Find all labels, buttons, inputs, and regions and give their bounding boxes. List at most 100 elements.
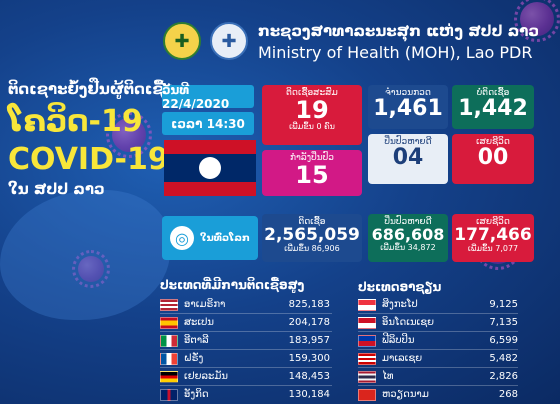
case-count: 268	[498, 389, 518, 400]
country-name: ອາເມຣິກາ	[184, 299, 226, 310]
health-emblem-icon: ✚	[210, 22, 248, 60]
deaths-value: 00	[477, 145, 509, 170]
row-divider	[160, 313, 332, 314]
virus-decoration	[106, 112, 152, 158]
row-divider	[358, 331, 518, 332]
case-count: 159,300	[288, 353, 330, 364]
list-item: ສິງກະໂປ 9,125	[358, 296, 518, 313]
list-item: ເຢຍລະມັນ 148,453	[160, 368, 330, 385]
france-flag-icon	[160, 352, 178, 365]
laos-flag	[164, 140, 256, 196]
case-count: 183,957	[288, 335, 330, 346]
list-item: ຝຣັ່ງ 159,300	[160, 350, 330, 367]
list-item: ໄທ 2,826	[358, 368, 518, 385]
country-name: ຝຣັ່ງ	[184, 353, 204, 364]
title-lao-line3: ໃນ ສປປ ລາວ	[8, 180, 105, 198]
case-count: 5,482	[489, 353, 518, 364]
world-infected-label: ຕິດເຊື້ອ	[298, 217, 326, 227]
row-divider	[160, 385, 332, 386]
country-name: ອັງກິດ	[184, 389, 209, 400]
world-recovered-value: 686,608	[371, 225, 445, 244]
case-count: 204,178	[288, 317, 330, 328]
title-lao-line1: ຕິດເຊາະຍໍ້ງຢືນຜູ້ຕິດເຊື້ອ	[8, 80, 175, 98]
case-count: 148,453	[288, 371, 330, 382]
case-count: 6,599	[489, 335, 518, 346]
cumulative-value: 19	[295, 96, 329, 124]
world-badge: ◎ ໃນທົ່ວໂລກ	[162, 216, 258, 260]
ministry-title-lao: ກະຊວງສາທາລະນະສຸກ ແຫ່ງ ສປປ ລາວ	[258, 22, 540, 40]
treatment-box: ກໍາລັງປິ່ນປົວ 15	[262, 150, 362, 196]
recovered-box: ປິ່ນປົວຫາຍດີ 04	[368, 134, 448, 184]
moh-logo-icon: ✚	[163, 22, 201, 60]
row-divider	[358, 313, 518, 314]
tested-label: ຈໍານວນກວດ	[385, 88, 431, 98]
list-item: ຟີລິບປິນ 6,599	[358, 332, 518, 349]
spain-flag-icon	[160, 316, 178, 329]
date-badge: ວັນທີ 22/4/2020	[162, 83, 254, 111]
list-item: ຫວຽດນາມ 268	[358, 386, 518, 403]
case-count: 825,183	[288, 299, 330, 310]
cumulative-cases-box: ຕິດເຊື້ອສະສົມ 19 ເພີ່ມຂຶ້ນ 0 ຄົນ	[262, 85, 362, 145]
virus-decoration	[72, 250, 110, 288]
country-name: ສິງກະໂປ	[382, 299, 418, 310]
singapore-flag-icon	[358, 298, 376, 311]
germany-flag-icon	[160, 370, 178, 383]
cumulative-sub: ເພີ່ມຂຶ້ນ 0 ຄົນ	[289, 122, 335, 131]
italy-flag-icon	[160, 334, 178, 347]
country-name: ອິນໂດເນເຊຍ	[382, 317, 435, 328]
negative-value: 1,442	[458, 96, 528, 121]
usa-flag-icon	[160, 298, 178, 311]
world-recovered-box: ປິ່ນປົວຫາຍດີ 686,608 ເພີ່ມຂຶ້ນ 34,872	[368, 214, 448, 262]
philippines-flag-icon	[358, 334, 376, 347]
case-count: 130,184	[288, 389, 330, 400]
country-name: ອີຕາລີ	[184, 335, 209, 346]
globe-icon: ◎	[170, 226, 194, 250]
world-deaths-box: ເສຍຊີວິດ 177,466 ເພີ່ມຂຶ້ນ 7,077	[452, 214, 534, 262]
row-divider	[358, 349, 518, 350]
asean-title: ປະເທດອາຊຽນ	[358, 280, 442, 294]
tested-box: ຈໍານວນກວດ 1,461	[368, 85, 448, 129]
world-deaths-label: ເສຍຊີວິດ	[476, 217, 510, 227]
world-infected-sub: ເພີ່ມຂຶ້ນ 86,906	[284, 244, 340, 253]
malaysia-flag-icon	[358, 352, 376, 365]
row-divider	[358, 367, 518, 368]
country-name: ໄທ	[382, 371, 394, 382]
uk-flag-icon	[160, 388, 178, 401]
tested-value: 1,461	[373, 96, 443, 121]
title-covid: COVID-19	[8, 142, 169, 177]
row-divider	[160, 331, 332, 332]
country-name: ເຢຍລະມັນ	[184, 371, 228, 382]
indonesia-flag-icon	[358, 316, 376, 329]
time-badge: ເວລາ 14:30	[162, 112, 254, 135]
list-item: ມາເລເຊຍ 5,482	[358, 350, 518, 367]
recovered-value: 04	[392, 145, 424, 170]
case-count: 2,826	[489, 371, 518, 382]
ministry-title-en: Ministry of Health (MOH), Lao PDR	[258, 43, 533, 62]
world-recovered-label: ປິ່ນປົວຫາຍດີ	[384, 217, 432, 227]
world-infected-value: 2,565,059	[264, 225, 360, 245]
recovered-label: ປິ່ນປົວຫາຍດີ	[384, 137, 432, 147]
treatment-value: 15	[295, 161, 329, 189]
world-recovered-sub: ເພີ່ມຂຶ້ນ 34,872	[380, 243, 436, 252]
list-item: ອີຕາລີ 183,957	[160, 332, 330, 349]
deaths-box: ເສຍຊີວິດ 00	[452, 134, 534, 184]
country-name: ມາເລເຊຍ	[382, 353, 423, 364]
row-divider	[160, 367, 332, 368]
negative-box: ບໍ່ຕິດເຊື້ອ 1,442	[452, 85, 534, 129]
vietnam-flag-icon	[358, 388, 376, 401]
world-label: ໃນທົ່ວໂລກ	[200, 232, 250, 244]
country-name: ຟີລິບປິນ	[382, 335, 415, 346]
country-name: ຫວຽດນາມ	[382, 389, 429, 400]
list-item: ອິນໂດເນເຊຍ 7,135	[358, 314, 518, 331]
world-infected-box: ຕິດເຊື້ອ 2,565,059 ເພີ່ມຂຶ້ນ 86,906	[262, 214, 362, 262]
country-name: ສະເປນ	[184, 317, 214, 328]
row-divider	[358, 385, 518, 386]
negative-label: ບໍ່ຕິດເຊື້ອ	[476, 88, 510, 98]
case-count: 7,135	[489, 317, 518, 328]
world-deaths-value: 177,466	[454, 225, 532, 245]
list-item: ສະເປນ 204,178	[160, 314, 330, 331]
deaths-label: ເສຍຊີວິດ	[476, 137, 510, 147]
thailand-flag-icon	[358, 370, 376, 383]
row-divider	[160, 349, 332, 350]
treatment-label: ກໍາລັງປິ່ນປົວ	[290, 153, 334, 163]
